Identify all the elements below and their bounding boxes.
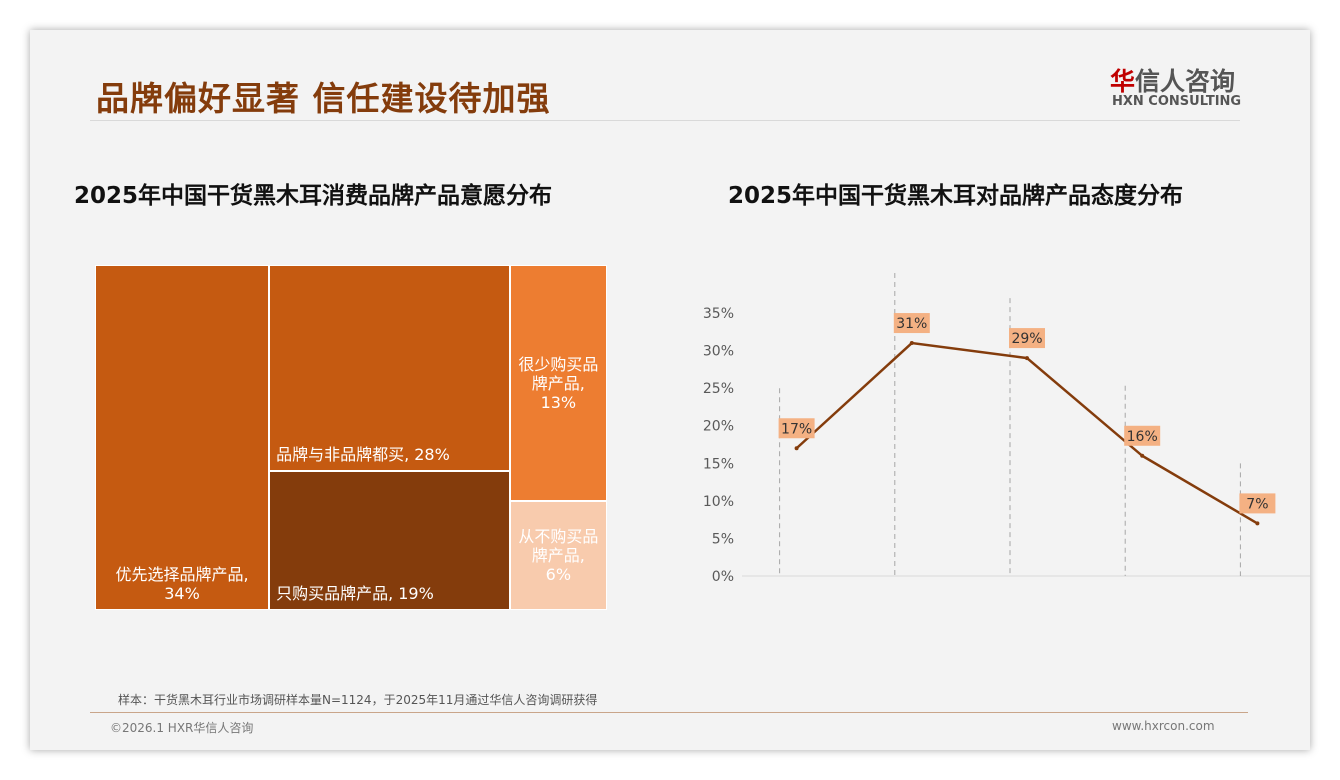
data-label: 29% [1011, 331, 1042, 347]
treemap-label: 品牌与非品牌都买, 28% [276, 444, 450, 464]
y-tick-label: 15% [703, 456, 734, 472]
data-point [1140, 453, 1145, 458]
line-chart: 0%5%10%15%20%25%30%35%非常信任比较信任一般不太信任非常不信… [703, 273, 1310, 585]
treemap-title: 2025年中国干货黑木耳消费品牌产品意愿分布 [74, 183, 553, 209]
logo: 华信人咨询 [1110, 62, 1235, 98]
treemap-label: 只购买品牌产品, 19% [276, 583, 434, 603]
data-label-bg [893, 313, 930, 334]
y-tick-label: 5% [712, 531, 734, 547]
treemap-cell: 优先选择品牌产品, 34% [95, 265, 270, 610]
treemap-cell: 只购买品牌产品, 19% [269, 470, 510, 610]
data-label-bg [1124, 425, 1161, 446]
treemap-label: 很少购买品牌产品, 13% [518, 354, 599, 412]
data-point [794, 446, 799, 451]
page-title: 品牌偏好显著 信任建设待加强 [96, 79, 551, 118]
treemap: 优先选择品牌产品, 34% 品牌与非品牌都买, 28% 只购买品牌产品, 19% 很少… [95, 265, 607, 610]
copyright: ©2026.1 HXR华信人咨询 [110, 721, 254, 735]
treemap-cell: 很少购买品牌产品, 13% [509, 265, 607, 502]
data-point [909, 341, 914, 346]
data-label: 31% [896, 316, 927, 332]
line-chart-title: 2025年中国干货黑木耳对品牌产品态度分布 [728, 183, 1184, 209]
treemap-cell: 从不购买品牌产品, 6% [509, 501, 607, 610]
treemap-label: 优先选择品牌产品, 34% [115, 565, 249, 603]
data-label: 17% [781, 421, 812, 437]
data-label-bg [1009, 328, 1045, 349]
logo-mark: 华 [1110, 67, 1136, 96]
y-tick-label: 25% [703, 381, 734, 397]
data-label-bg [778, 418, 815, 439]
y-tick-label: 0% [712, 569, 734, 585]
data-label: 7% [1246, 496, 1268, 512]
logo-english: HXN CONSULTING [1112, 94, 1242, 109]
sample-note: 样本：干货黑木耳行业市场调研样本量N=1124，于2025年11月通过华信人咨询… [118, 693, 598, 707]
slide: 品牌偏好显著 信任建设待加强 华信人咨询 HXN CONSULTING 2025… [30, 30, 1310, 750]
y-tick-label: 20% [703, 419, 734, 435]
y-tick-label: 10% [703, 494, 734, 510]
website-link[interactable]: www.hxrcon.com [1112, 719, 1215, 733]
data-label: 16% [1127, 429, 1158, 445]
footer-divider [90, 712, 1248, 713]
y-tick-label: 35% [703, 306, 734, 322]
data-label-bg [1239, 493, 1276, 514]
treemap-cell: 品牌与非品牌都买, 28% [269, 265, 510, 471]
treemap-label: 从不购买品牌产品, 6% [518, 527, 599, 585]
divider [90, 120, 1240, 121]
logo-text: 信人咨询 [1135, 67, 1236, 96]
data-point [1025, 356, 1029, 361]
data-point [1255, 521, 1260, 526]
series-line [795, 341, 1259, 525]
y-tick-label: 30% [703, 344, 734, 360]
